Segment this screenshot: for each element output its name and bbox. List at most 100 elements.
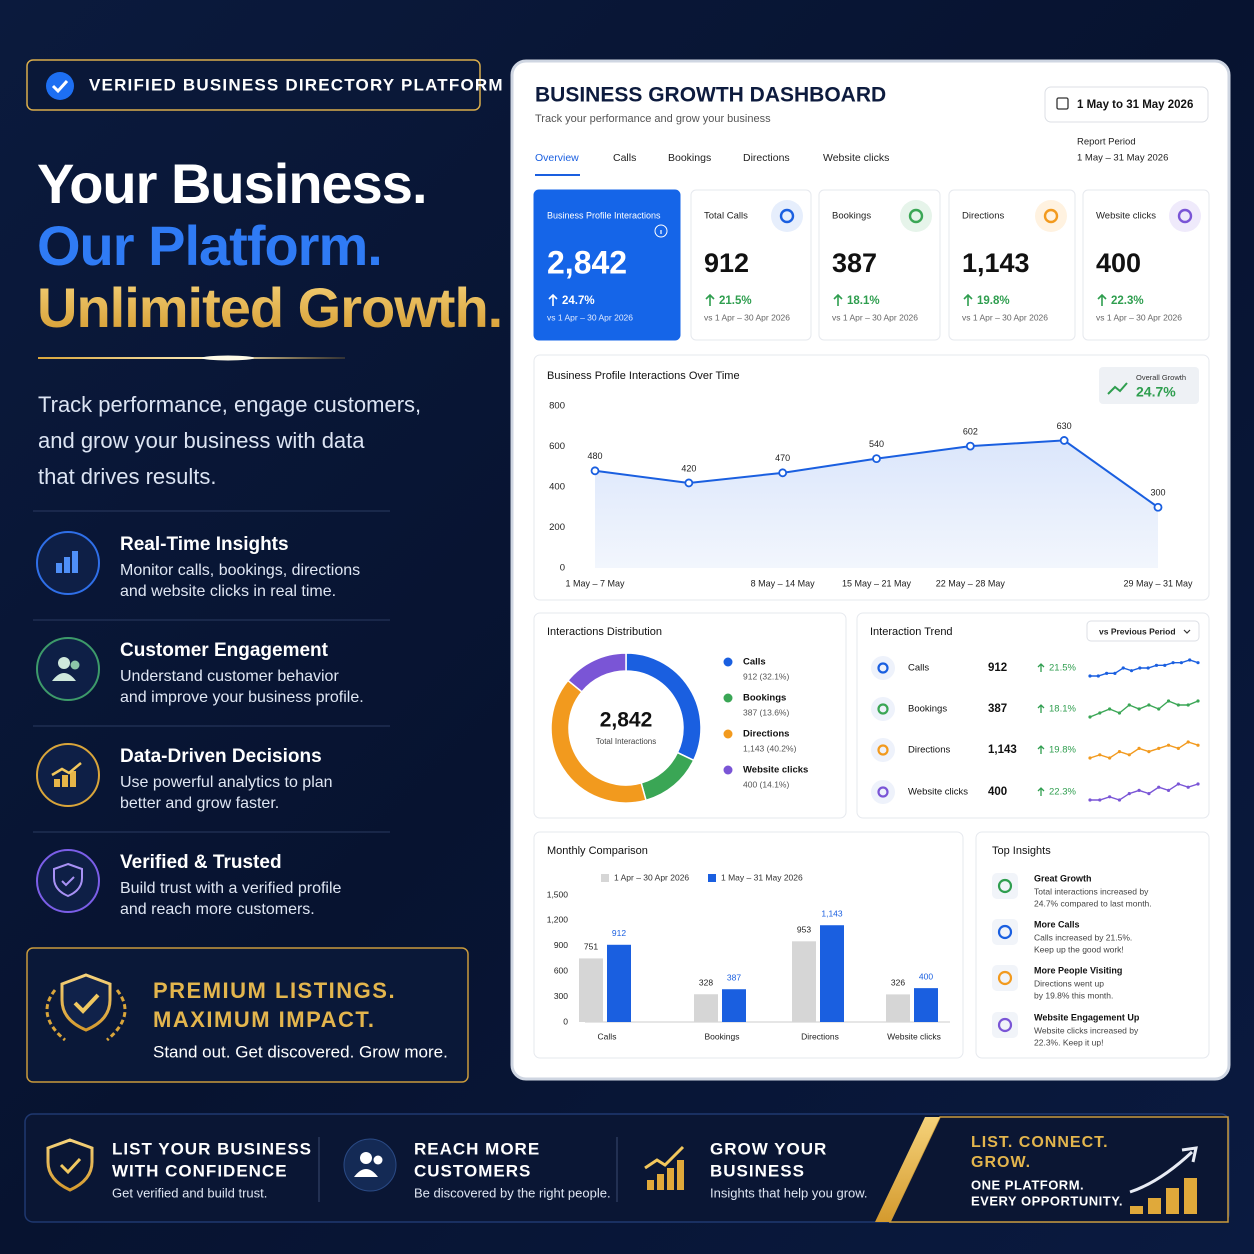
y-tick-label: 900 xyxy=(554,940,568,950)
kpi-arrow xyxy=(963,293,973,306)
growth-badge xyxy=(1099,367,1199,404)
kpi-change: 18.1% xyxy=(847,295,880,307)
kpi-icon-glyph xyxy=(908,208,924,224)
sparkline-point xyxy=(1188,658,1192,662)
donut-center-value: 2,842 xyxy=(600,709,653,732)
sparkline-point xyxy=(1166,788,1171,793)
kpi-arrow xyxy=(1097,293,1107,306)
legend-dot xyxy=(723,657,733,667)
sparkline-point xyxy=(1166,699,1171,703)
icon-bar xyxy=(64,557,70,573)
insight-title: More People Visiting xyxy=(1034,965,1122,975)
growth-icon xyxy=(1107,382,1128,395)
bar xyxy=(914,988,938,1022)
donut-center-label: Total Interactions xyxy=(596,737,656,746)
sparkline-point xyxy=(1157,785,1161,789)
data-label: 326 xyxy=(891,978,905,988)
data-label: 300 xyxy=(1150,488,1165,498)
sparkline-point xyxy=(1108,707,1112,711)
tab[interactable]: Directions xyxy=(743,152,790,164)
line-point xyxy=(872,454,881,464)
strip-title: GROW YOUR xyxy=(710,1139,827,1158)
feature-title: Real-Time Insights xyxy=(120,534,289,555)
kpi-compare: vs 1 Apr – 30 Apr 2026 xyxy=(704,312,790,322)
feature-text: Use powerful analytics to plan xyxy=(120,774,333,791)
x-tick-label: 8 May – 14 May xyxy=(751,578,816,588)
cta-bar xyxy=(1184,1178,1197,1214)
kpi-arrow xyxy=(705,293,715,306)
y-tick-label: 0 xyxy=(563,1016,568,1026)
tab[interactable]: Overview xyxy=(535,152,579,164)
sparkline-point xyxy=(1196,699,1200,703)
trend-selector-text: vs Previous Period xyxy=(1099,626,1176,636)
legend-value: 1,143 (40.2%) xyxy=(743,743,797,753)
legend-name: Bookings xyxy=(743,693,786,704)
y-tick-label: 200 xyxy=(549,522,565,533)
insight-icon xyxy=(992,873,1018,899)
sparkline-point xyxy=(1157,746,1161,751)
x-tick-label: 22 May – 28 May xyxy=(936,578,1006,588)
line-area xyxy=(595,440,1158,568)
kpi-value: 387 xyxy=(832,248,877,278)
premium-shield xyxy=(60,973,112,1032)
insight-text: Calls increased by 21.5%. xyxy=(1034,932,1132,942)
kpi-compare: vs 1 Apr – 30 Apr 2026 xyxy=(547,312,633,322)
headline: Your Business. xyxy=(37,152,427,215)
legend-swatch xyxy=(601,874,609,882)
chart-title: Monthly Comparison xyxy=(547,845,648,857)
sparkline-point xyxy=(1127,703,1131,707)
sparkline-point xyxy=(1176,782,1180,786)
date-button[interactable] xyxy=(1044,86,1209,123)
sparkline-point xyxy=(1127,792,1131,796)
description: and grow your business with data xyxy=(38,428,365,453)
feature-text: Build trust with a verified profile xyxy=(120,880,342,897)
trend-icon-glyph xyxy=(877,703,889,715)
y-tick-label: 400 xyxy=(549,482,565,493)
data-label: 1,143 xyxy=(821,908,843,918)
sparkline-point xyxy=(1171,661,1175,665)
cta-sub: ONE PLATFORM. xyxy=(971,1177,1084,1192)
premium-title: MAXIMUM IMPACT. xyxy=(153,1007,376,1032)
sparkline-point xyxy=(1108,756,1112,760)
trend-change: 19.8% xyxy=(1049,745,1076,756)
icon-bar xyxy=(54,779,60,787)
sparkline-point xyxy=(1186,703,1190,707)
tab[interactable]: Calls xyxy=(613,152,636,164)
tab[interactable]: Website clicks xyxy=(823,152,889,164)
y-tick-label: 600 xyxy=(554,965,568,975)
line-point xyxy=(1153,502,1163,512)
panel-title: Interaction Trend xyxy=(870,626,953,638)
kpi-label: Total Calls xyxy=(704,211,748,222)
kpi-change: 24.7% xyxy=(562,295,595,307)
line-point xyxy=(1059,436,1069,445)
feature-text: and improve your business profile. xyxy=(120,689,364,706)
legend-value: 912 (32.1%) xyxy=(743,671,789,681)
trend-change: 18.1% xyxy=(1049,704,1076,715)
tab[interactable]: Bookings xyxy=(668,152,711,164)
strip-title: WITH CONFIDENCE xyxy=(112,1161,288,1180)
data-label: 400 xyxy=(919,971,933,981)
sparkline-point xyxy=(1127,753,1131,757)
x-tick-label: 29 May – 31 May xyxy=(1123,578,1193,588)
premium-tagline: Stand out. Get discovered. Grow more. xyxy=(153,1042,448,1061)
strip-title: CUSTOMERS xyxy=(414,1161,531,1180)
x-tick-label: 1 May – 7 May xyxy=(565,578,625,588)
trend-selector[interactable] xyxy=(1086,620,1200,642)
sparkline-point xyxy=(1196,782,1200,786)
kpi-change: 19.8% xyxy=(977,295,1010,307)
premium-laurel xyxy=(45,989,127,1042)
feature-title: Data-Driven Decisions xyxy=(120,746,322,767)
badge-check xyxy=(51,79,69,94)
legend-name: 1 Apr – 30 Apr 2026 xyxy=(614,872,689,882)
insight-text: Keep up the good work! xyxy=(1034,944,1124,954)
sparkline-point xyxy=(1113,671,1117,675)
trend-icon xyxy=(871,780,895,804)
strip-text: Insights that help you grow. xyxy=(710,1185,868,1200)
kpi-label: Website clicks xyxy=(1096,211,1156,222)
premium-box xyxy=(26,947,469,1083)
premium-check xyxy=(73,993,100,1014)
growth-label: Overall Growth xyxy=(1136,373,1186,382)
panel-title: Top Insights xyxy=(992,845,1051,857)
line-point xyxy=(590,466,600,476)
dashboard-title: BUSINESS GROWTH DASHBOARD xyxy=(535,84,886,107)
